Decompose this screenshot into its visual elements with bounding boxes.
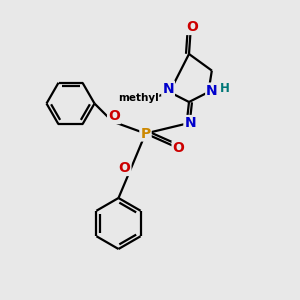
Text: H: H	[220, 82, 230, 95]
Text: O: O	[108, 109, 120, 123]
Text: N: N	[206, 84, 218, 98]
Text: O: O	[172, 142, 184, 155]
Text: P: P	[140, 127, 151, 140]
Text: methyl: methyl	[118, 93, 158, 103]
Text: O: O	[186, 20, 198, 34]
Text: O: O	[118, 161, 130, 175]
Text: N: N	[184, 116, 196, 130]
Text: N: N	[162, 82, 174, 95]
